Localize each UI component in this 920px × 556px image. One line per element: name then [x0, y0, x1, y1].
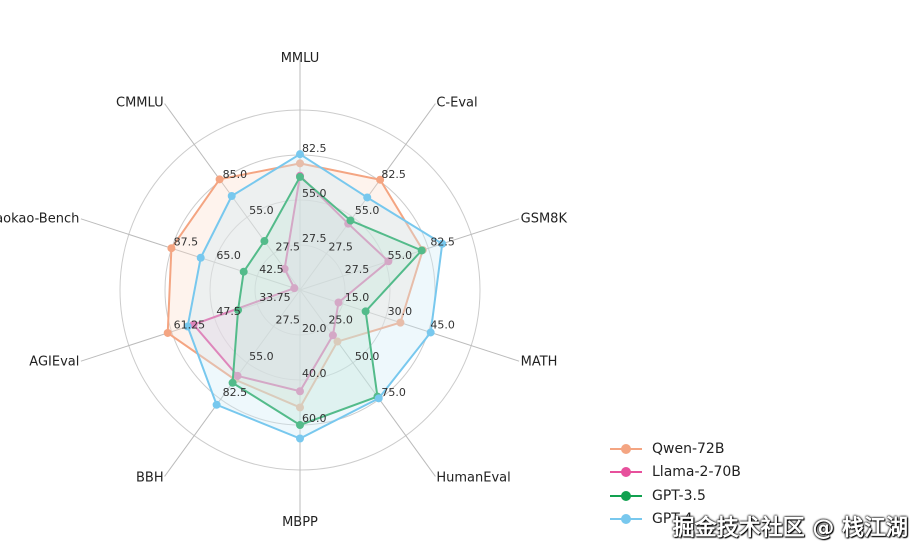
data-point-mbpp [296, 434, 304, 443]
tick-label: 82.5 [223, 386, 248, 399]
data-point-gsm8k [384, 257, 393, 266]
data-point-gsm8k [438, 239, 447, 248]
data-point-agieval [183, 322, 192, 331]
data-point-c-eval [346, 216, 355, 225]
tick-label: 20.0 [302, 322, 327, 335]
legend-swatch [610, 490, 642, 501]
axis-label-agieval: AGIEval [29, 355, 79, 370]
data-point-cmmlu [280, 264, 289, 273]
tick-label: 25.0 [328, 313, 353, 326]
axis-label-c-eval: C-Eval [436, 95, 477, 110]
legend-item-qwen[interactable]: Qwen-72B [610, 437, 741, 461]
axis-label-bbh: BBH [136, 471, 164, 486]
tick-label: 27.5 [345, 263, 370, 276]
tick-label: 82.5 [430, 235, 455, 248]
axis-label-mbpp: MBPP [282, 515, 318, 530]
chart-legend: Qwen-72B Llama-2-70B GPT-3.5 GPT-4 [610, 437, 741, 531]
tick-label: 27.5 [302, 232, 327, 245]
legend-swatch [610, 443, 642, 454]
data-point-cmmlu [260, 237, 269, 246]
tick-label: 75.0 [381, 386, 406, 399]
tick-label: 30.0 [388, 305, 413, 318]
tick-label: 42.5 [259, 263, 284, 276]
axis-label-gsm8k: GSM8K [521, 211, 568, 226]
axis-label-humaneval: HumanEval [436, 471, 510, 486]
legend-label: GPT-4 [652, 511, 693, 528]
data-point-mbpp [296, 421, 304, 429]
data-point-mbpp [296, 403, 304, 412]
data-point-mbpp [296, 387, 304, 396]
data-point-mmlu [296, 159, 304, 168]
tick-label: 82.5 [381, 168, 406, 181]
tick-label: 55.0 [249, 350, 274, 363]
legend-item-gpt4[interactable]: GPT-4 [610, 508, 741, 532]
axis-label-math: MATH [521, 355, 558, 370]
data-point-humaneval [328, 331, 337, 340]
spoke-4 [299, 289, 436, 477]
tick-label: 55.0 [249, 204, 274, 217]
data-point-humaneval [374, 394, 383, 403]
tick-label: 55.0 [302, 187, 327, 200]
data-point-bbh [228, 378, 237, 387]
radar-series [163, 150, 447, 443]
tick-label: 60.0 [302, 412, 327, 425]
legend-label: Llama-2-70B [652, 464, 741, 481]
legend-swatch [610, 514, 642, 525]
tick-label: 82.5 [302, 142, 327, 155]
legend-swatch [610, 467, 642, 478]
tick-label: 15.0 [345, 291, 370, 304]
data-point-math [426, 328, 435, 337]
data-point-mmlu [296, 172, 304, 181]
tick-label: 50.0 [355, 350, 380, 363]
tick-label: 65.0 [216, 249, 241, 262]
tick-label: 27.5 [276, 241, 301, 254]
axis-label-cmmlu: CMMLU [116, 95, 164, 110]
data-point-c-eval [376, 175, 385, 184]
data-point-gaokao-bench [239, 267, 248, 276]
axis-label-gaokao-bench: Gaokao-Bench [0, 211, 79, 226]
watermark: 掘金技术社区 @ 栈江湖 [672, 516, 908, 541]
tick-label: 40.0 [302, 367, 327, 380]
data-point-agieval [234, 306, 243, 315]
tick-label: 33.75 [259, 291, 291, 304]
data-point-math [396, 318, 405, 327]
data-point-bbh [212, 400, 221, 409]
radar-chart: 27.5 55.0 82.5 27.5 55.0 82.5 27.5 55.0 82.5 15.0… [0, 51, 567, 530]
data-point-agieval [163, 328, 172, 337]
legend-item-gpt35[interactable]: GPT-3.5 [610, 484, 741, 508]
data-point-cmmlu [227, 192, 236, 201]
data-point-math [334, 298, 343, 307]
legend-label: GPT-3.5 [652, 487, 706, 504]
data-point-gsm8k [417, 246, 426, 255]
data-point-c-eval [363, 193, 372, 202]
legend-item-llama[interactable]: Llama-2-70B [610, 461, 741, 485]
tick-label: 47.5 [216, 305, 241, 318]
series-gpt-4 [183, 150, 447, 443]
tick-label: 85.0 [223, 168, 248, 181]
tick-label: 61.25 [174, 319, 206, 332]
data-point-bbh [233, 371, 242, 380]
tick-label: 55.0 [355, 204, 380, 217]
series-gpt-3-5 [228, 172, 426, 429]
tick-label: 55.0 [388, 249, 413, 262]
tick-label: 27.5 [276, 313, 301, 326]
axis-label-mmlu: MMLU [281, 51, 320, 66]
spoke-2 [299, 218, 520, 291]
tick-label: 45.0 [430, 319, 455, 332]
radar-axis-labels: MMLU C-Eval GSM8K MATH HumanEval MBPP BBH AGIEv… [0, 51, 567, 530]
data-point-humaneval [333, 337, 342, 346]
data-point-mmlu [296, 150, 304, 159]
tick-label: 87.5 [174, 235, 199, 248]
legend-label: Qwen-72B [652, 440, 725, 457]
data-point-cmmlu [215, 175, 224, 184]
data-point-gaokao-bench [167, 244, 176, 253]
spoke-8 [80, 218, 301, 291]
radar-tick-labels: 27.5 55.0 82.5 27.5 55.0 82.5 27.5 55.0 82.5 15.0… [174, 142, 455, 425]
tick-label: 27.5 [328, 241, 353, 254]
data-point-gaokao-bench [196, 253, 205, 262]
data-point-gaokao-bench [290, 284, 299, 293]
data-point-math [361, 307, 370, 316]
